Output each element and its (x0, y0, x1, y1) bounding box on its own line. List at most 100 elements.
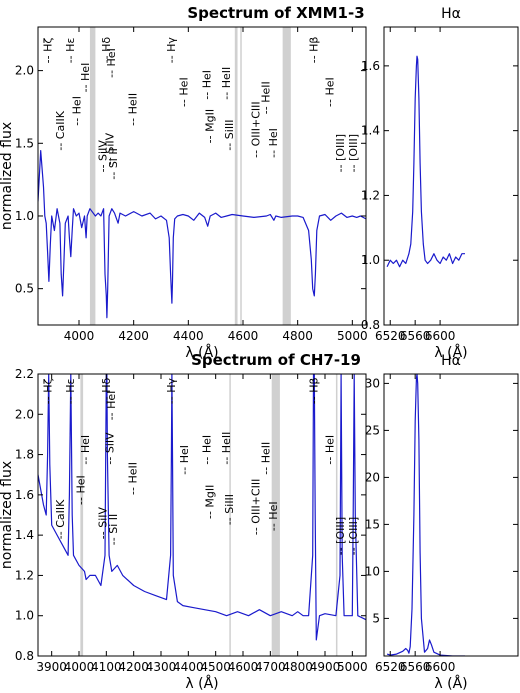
line-id-label: -- [OIII] (334, 517, 347, 555)
y-tick-label: 0.8 (361, 318, 380, 332)
line-id-label: -- Hδ (100, 378, 113, 405)
y-tick-label: 1.0 (361, 253, 380, 267)
line-id-label: -- MgII (203, 109, 216, 143)
masked-band (229, 374, 231, 656)
x-tick-label: 4900 (310, 660, 341, 674)
x-tick-label: 4400 (173, 329, 204, 343)
line-id-label: -- Hζ (42, 379, 55, 405)
y-tick-label: 10 (365, 564, 380, 578)
x-tick-label: 4000 (64, 660, 95, 674)
masked-band (271, 374, 280, 656)
line-id-label: -- SiIV (104, 432, 117, 465)
x-tick-label: 4700 (255, 660, 286, 674)
x-tick-label: 6600 (425, 660, 456, 674)
line-id-label: -- MgII (204, 485, 217, 519)
y-tick-label: 2.0 (15, 407, 34, 421)
line-id-label: -- HeI (105, 48, 118, 78)
x-tick-label: 4000 (64, 329, 95, 343)
x-tick-label: 4800 (282, 329, 313, 343)
x-tick-label: 5000 (337, 329, 368, 343)
masked-band (282, 27, 291, 325)
y-tick-label: 1.4 (15, 528, 34, 542)
y-tick-label: 30 (365, 376, 380, 390)
x-axis-label: λ (Å) (185, 675, 218, 692)
plot-frame (37, 373, 367, 657)
line-id-label: -- Hε (64, 378, 77, 404)
line-id-label: -- HeI (267, 501, 280, 531)
x-tick-label: 6520 (375, 660, 406, 674)
line-id-label: -- HeI (178, 445, 191, 475)
line-id-label: -- HeI (71, 96, 84, 126)
x-tick-label: 4800 (282, 660, 313, 674)
line-id-label: -- Si II (107, 514, 120, 545)
line-id-label: -- HeI (267, 128, 280, 158)
line-id-label: -- HeI (105, 391, 118, 421)
y-tick-label: 20 (365, 470, 380, 484)
line-id-label: -- [OIII] (347, 134, 360, 172)
x-tick-label: 4600 (228, 660, 259, 674)
spectrum-line (386, 374, 465, 656)
line-id-label: -- HeII (260, 81, 273, 114)
x-tick-label: 4600 (228, 329, 259, 343)
y-tick-label: 1.2 (15, 568, 34, 582)
plot-frame (383, 373, 519, 657)
line-id-label: -- HeII (220, 67, 233, 100)
line-id-label: -- HeI (75, 475, 88, 505)
line-id-label: -- CaIIK (54, 499, 67, 539)
line-id-label: -- [OIII] (334, 134, 347, 172)
y-tick-label: 1.0 (15, 609, 34, 623)
y-tick-label: 2.0 (15, 64, 34, 78)
x-tick-label: 6560 (400, 329, 431, 343)
chart-title: Spectrum of XMM1-3 (187, 4, 364, 22)
line-id-label: -- SiIV (96, 140, 109, 173)
masked-band (240, 27, 242, 325)
y-tick-label: 15 (365, 517, 380, 531)
x-tick-label: 4200 (118, 329, 149, 343)
x-axis-label: λ (Å) (434, 344, 467, 361)
line-id-label: -- Hζ (42, 38, 55, 64)
line-id-label: -- Hβ (307, 377, 320, 404)
spectrum-xmm1-3-panel: -- Hζ -- Hε -- Hδ -- Hγ -- Hβ -- HeI -- HeI -- … (0, 4, 368, 361)
x-tick-label: 4100 (91, 660, 122, 674)
y-tick-label: 1.0 (15, 209, 34, 223)
line-id-label: -- HeII (127, 93, 140, 126)
y-tick-label: 0.8 (15, 649, 34, 663)
x-tick-label: 4500 (200, 660, 231, 674)
line-id-label: -- HeI (178, 77, 191, 107)
y-axis-label: normalized flux (0, 461, 15, 569)
line-id-label: -- HeI (201, 435, 214, 465)
chart-title: Hα (441, 6, 461, 22)
line-id-label: -- HeI (201, 70, 214, 100)
x-tick-label: 5000 (337, 660, 368, 674)
line-id-label: -- CaIIK (54, 110, 67, 150)
spectrum-line (38, 150, 366, 319)
y-tick-label: 1.2 (361, 188, 380, 202)
line-id-label: -- HeI (324, 435, 337, 465)
y-tick-label: 1.4 (361, 124, 380, 138)
masked-band (80, 374, 84, 656)
y-tick-label: 1.8 (15, 448, 34, 462)
line-id-label: -- SiIV (96, 506, 109, 539)
x-tick-label: 3900 (36, 660, 67, 674)
y-tick-label: 1.6 (15, 488, 34, 502)
y-axis-label: normalized flux (0, 122, 15, 230)
y-tick-label: 1.6 (361, 59, 380, 73)
line-id-label: -- HeII (127, 462, 140, 495)
y-tick-label: 0.5 (15, 282, 34, 296)
plot-frame (37, 26, 367, 326)
line-id-label: -- HeI (324, 77, 337, 107)
chart-title: Hα (441, 353, 461, 369)
spectrum-line (38, 374, 366, 641)
line-id-label: -- HeII (260, 442, 273, 475)
line-id-label: -- SiIII (223, 119, 236, 150)
x-tick-label: 4400 (173, 660, 204, 674)
line-id-label: -- Hγ (165, 377, 178, 404)
plot-frame (383, 26, 519, 326)
x-tick-label: 4300 (146, 660, 177, 674)
y-tick-label: 25 (365, 423, 380, 437)
masked-band (234, 27, 238, 325)
line-id-label: -- SiIII (223, 494, 236, 525)
x-axis-label: λ (Å) (434, 675, 467, 692)
masked-band (89, 27, 96, 325)
